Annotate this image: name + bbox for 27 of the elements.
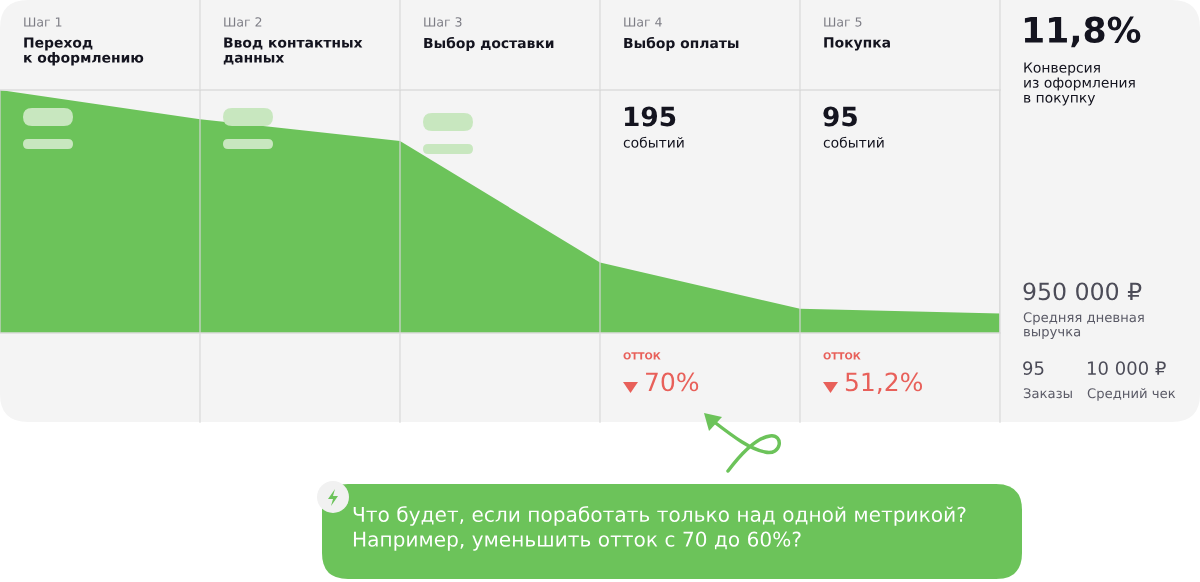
text: 11,8% xyxy=(1024,16,1141,48)
text: Покупка xyxy=(824,37,890,51)
text: 51,2% xyxy=(845,372,923,394)
text: Выбор доставки xyxy=(424,37,554,51)
text: Шаг 1 xyxy=(24,17,62,27)
annotation: 195 xyxy=(624,106,676,127)
text: Конверсия из оформления в покупку xyxy=(1024,62,1135,106)
text: Шаг 2 xyxy=(224,17,262,27)
annotation: 95 xyxy=(823,106,857,127)
text: 95 xyxy=(1023,361,1044,375)
text: Заказы xyxy=(1023,388,1072,399)
text: Шаг 4 xyxy=(624,17,662,27)
text: Средний чек xyxy=(1087,388,1176,401)
text: Выбор оплаты xyxy=(624,37,739,51)
text: ОТТОК xyxy=(623,352,661,360)
text: 70% xyxy=(646,372,699,392)
text: ОТТОК xyxy=(823,352,861,360)
text: Средняя дневная выручка xyxy=(1023,312,1144,340)
text: Ввод контактных данных xyxy=(223,37,363,65)
text: Шаг 5 xyxy=(824,17,862,27)
text: Что будет, если поработать только над одной метрикой? Например, уменьшить отток с 70 до 60%? xyxy=(353,506,966,551)
text: Шаг 3 xyxy=(424,17,462,27)
text: 10 000 ₽ xyxy=(1087,361,1166,375)
annotation: событий xyxy=(823,136,884,148)
text: 950 000 ₽ xyxy=(1023,282,1142,301)
annotation: событий xyxy=(623,136,684,148)
text: Переход к оформлению xyxy=(24,37,144,66)
